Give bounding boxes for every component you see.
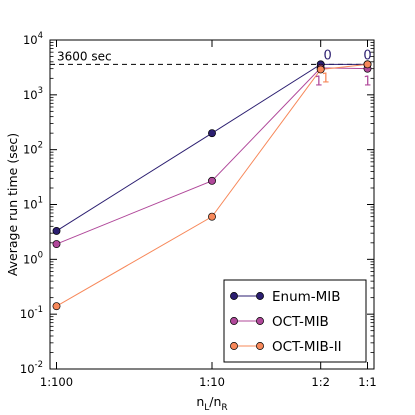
annotation-label: 0 [324, 48, 332, 63]
y-tick-base: 10 [20, 362, 35, 376]
x-axis-label-part: n [213, 394, 221, 409]
series-layer [52, 60, 372, 311]
legend-item: Enum-MIB [230, 289, 341, 305]
annotation-label: 1 [363, 74, 371, 89]
data-point [208, 129, 216, 138]
y-tick-exponent: 2 [38, 141, 43, 151]
y-tick-label: 10-1 [20, 305, 43, 321]
y-tick-base: 10 [23, 143, 38, 157]
series-oct-mib-ii [52, 60, 372, 311]
y-tick-base: 10 [20, 307, 35, 321]
y-tick-exponent: 4 [38, 31, 43, 41]
legend-marker [256, 292, 264, 300]
y-tick-label: 103 [23, 86, 43, 102]
x-tick-label: 1:10 [199, 375, 225, 389]
data-point [52, 226, 61, 235]
legend-item: OCT-MIB-II [230, 339, 342, 355]
x-tick-label: 1:1 [358, 375, 377, 389]
legend: Enum-MIB OCT-MIB OCT-MIB-II [223, 279, 367, 363]
series-line [56, 63, 368, 232]
series-line [56, 67, 368, 245]
y-tick-exponent: 1 [38, 196, 43, 206]
y-tick-label: 104 [23, 31, 43, 47]
legend-label: OCT-MIB [272, 314, 329, 330]
y-tick-base: 10 [23, 198, 38, 212]
x-axis-label-part: / [209, 394, 214, 409]
y-tick-exponent: 3 [38, 86, 43, 96]
legend-marker [230, 292, 238, 300]
x-tick-label: 1:100 [40, 375, 73, 389]
y-tick-label: 10-2 [20, 360, 43, 376]
series-line [56, 63, 368, 307]
legend-marker [230, 317, 238, 325]
y-tick-exponent: 0 [38, 250, 43, 260]
legend-item: OCT-MIB [230, 314, 329, 330]
y-tick-base: 10 [23, 88, 38, 102]
data-point [363, 60, 372, 69]
data-point [52, 302, 61, 311]
x-axis-label-part: L [204, 403, 209, 413]
legend-marker [256, 317, 264, 325]
data-point [52, 240, 61, 248]
data-point [316, 65, 325, 74]
y-tick-exponent: -2 [35, 360, 43, 370]
annotation-label: 0 [363, 48, 371, 63]
y-tick-label: 102 [23, 141, 43, 157]
x-axis-label-part: R [221, 403, 227, 413]
y-axis-label: Average run time (sec) [5, 133, 20, 276]
y-tick-base: 10 [23, 33, 38, 47]
legend-label: Enum-MIB [272, 289, 341, 305]
legend-label: OCT-MIB-II [272, 339, 342, 355]
y-tick-label: 100 [23, 250, 43, 266]
data-point [208, 176, 216, 185]
y-tick-base: 10 [23, 252, 38, 266]
y-tick-label: 101 [23, 196, 43, 212]
legend-marker [230, 342, 238, 350]
legend-marker [256, 342, 264, 350]
data-point [208, 212, 216, 221]
annotation-label: 1 [322, 71, 330, 86]
annotations: 0 011 1 [315, 48, 372, 89]
reference-line-label: 3600 sec [57, 49, 112, 63]
x-axis-label-part: n [196, 394, 204, 409]
x-axis-label: nL/nR [196, 394, 227, 413]
x-tick-label: 1:2 [311, 375, 330, 389]
y-tick-exponent: -1 [35, 305, 43, 315]
annotation-label: 1 [315, 74, 323, 89]
series-enum-mib [52, 60, 372, 235]
